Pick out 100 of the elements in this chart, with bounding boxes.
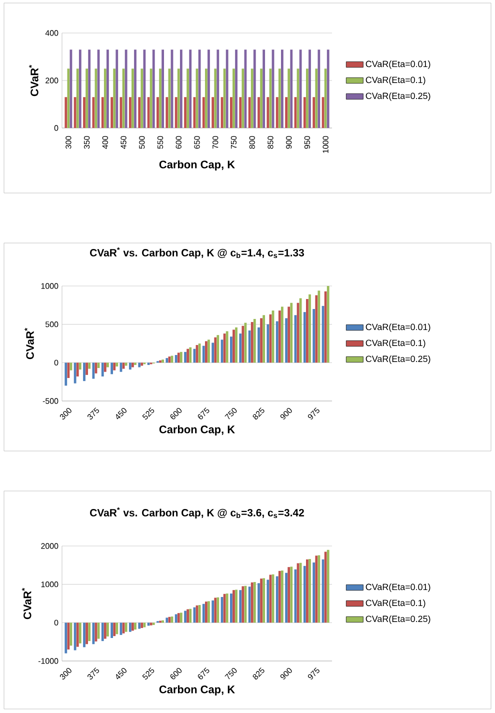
y-axis-title: CVaR$^{*}$ (28, 64, 38, 96)
bar (230, 594, 232, 623)
bar (101, 97, 104, 128)
bar (78, 362, 82, 370)
bar (104, 362, 106, 372)
bar (303, 312, 306, 363)
bar (285, 97, 288, 128)
bar (262, 578, 266, 623)
bar (214, 598, 217, 623)
legend-label: CVaR(Eta=0.01) (366, 324, 430, 332)
bar (239, 334, 242, 363)
bar (248, 97, 251, 128)
bar (113, 68, 116, 128)
bar (74, 622, 76, 650)
bar (216, 50, 220, 128)
bar (278, 570, 281, 623)
bar (92, 97, 95, 128)
bar (312, 308, 316, 363)
bar (106, 362, 109, 368)
bar (177, 68, 180, 128)
bar (288, 306, 290, 363)
bar (76, 362, 79, 376)
bar (303, 566, 306, 623)
bar (214, 337, 217, 363)
bar (308, 559, 311, 623)
bar (180, 352, 182, 363)
bar (128, 362, 132, 370)
bar (326, 286, 330, 363)
bar (78, 50, 82, 128)
bar (110, 622, 114, 638)
bar (138, 97, 141, 128)
bar (138, 622, 141, 629)
bar (266, 324, 270, 363)
bar (326, 50, 330, 128)
bar (260, 578, 262, 623)
bar (290, 566, 293, 623)
bar (260, 318, 262, 363)
bar (324, 552, 327, 623)
bar (64, 362, 68, 386)
bar (83, 362, 86, 382)
bar (156, 97, 159, 128)
legend-label: CVaR(Eta=0.25) (366, 355, 430, 364)
bar (258, 583, 260, 623)
bar (308, 294, 311, 363)
bar (166, 358, 168, 363)
bar (101, 362, 104, 376)
bar (92, 362, 95, 379)
bar (76, 622, 79, 647)
bar (86, 68, 88, 128)
bar (110, 362, 114, 374)
bar (242, 326, 244, 363)
bar (92, 622, 95, 644)
legend-label: CVaR(Eta=0.1) (366, 599, 426, 608)
bar (258, 97, 260, 128)
bar (239, 97, 242, 128)
bar (299, 50, 302, 128)
bar (232, 330, 235, 363)
bar (162, 360, 164, 363)
bar (324, 291, 327, 363)
bar (184, 97, 186, 128)
bar (202, 346, 205, 363)
bar (226, 331, 228, 363)
bar (180, 50, 182, 128)
bar (208, 340, 210, 363)
bar (152, 50, 155, 128)
bar (214, 68, 217, 128)
bar (104, 68, 106, 128)
bar (312, 97, 316, 128)
y-axis-title: CVaR$^{*}$ (24, 328, 34, 360)
bar (315, 68, 318, 128)
bar (174, 354, 178, 363)
legend-label: CVaR(Eta=0.1) (366, 339, 426, 348)
bar (110, 97, 114, 128)
bar (262, 315, 266, 363)
legend-label: CVaR(Eta=0.25) (366, 615, 430, 624)
bar (204, 341, 208, 363)
bar (308, 50, 311, 128)
bar (78, 622, 82, 644)
bar (250, 582, 254, 623)
bar (306, 299, 308, 363)
bar (235, 590, 238, 623)
bar (235, 50, 238, 128)
bar (250, 68, 254, 128)
bar (174, 97, 178, 128)
bar (88, 362, 91, 369)
bar (189, 608, 192, 623)
bar (266, 580, 270, 623)
bar (86, 362, 88, 375)
bar (124, 622, 128, 632)
bar (159, 68, 162, 128)
bar (278, 68, 281, 128)
bar (124, 50, 128, 128)
bar (166, 618, 168, 623)
bar (230, 336, 232, 363)
bar (230, 97, 232, 128)
bar (166, 97, 168, 128)
bar (290, 302, 293, 363)
bar (143, 50, 146, 128)
bar (106, 622, 109, 636)
bar (128, 622, 132, 632)
